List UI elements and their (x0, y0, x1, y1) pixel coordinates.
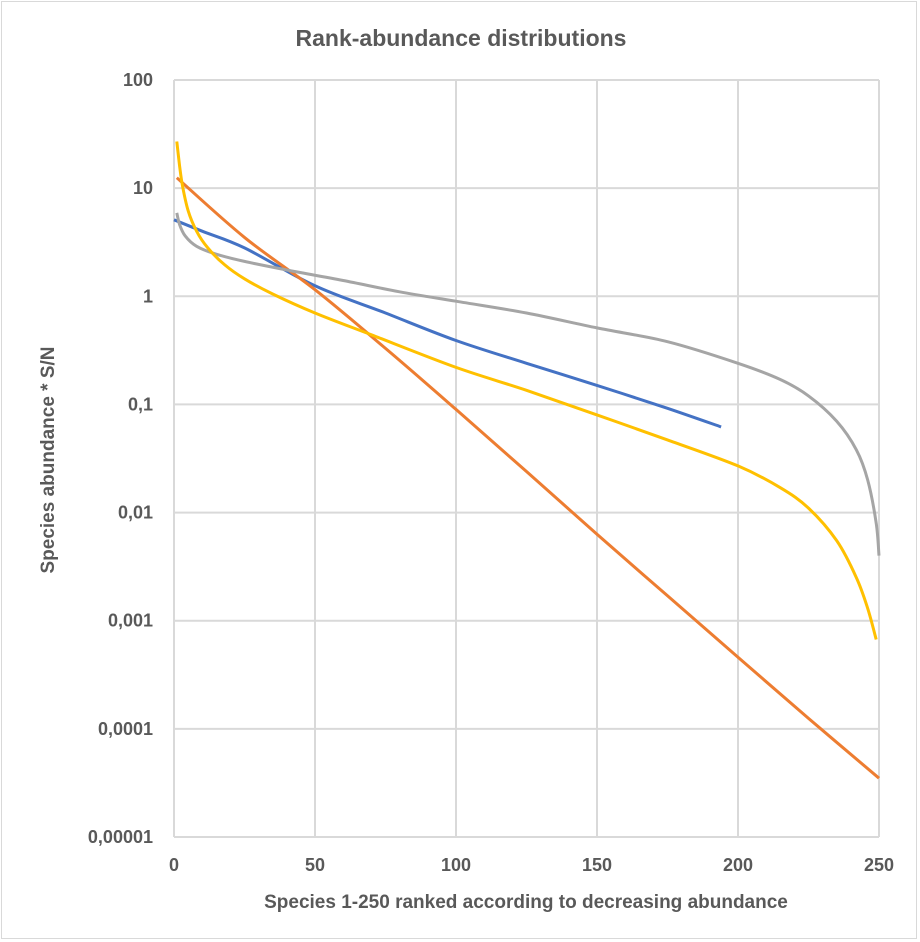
y-tick-label: 0,00001 (88, 827, 153, 847)
y-axis-label: Species abundance * S/N (38, 346, 59, 573)
x-tick-label: 150 (582, 855, 612, 875)
x-gridlines (173, 80, 880, 837)
chart-title: Rank-abundance distributions (296, 25, 627, 51)
y-tick-label: 10 (133, 178, 153, 198)
y-gridlines (174, 79, 879, 838)
series-lines (173, 141, 881, 780)
y-tick-label: 0,0001 (98, 719, 153, 739)
x-axis-label: Species 1-250 ranked according to decrea… (264, 892, 788, 913)
blue-series-line (173, 218, 722, 429)
x-tick-label: 0 (169, 855, 179, 875)
yellow-series-line (175, 141, 878, 640)
y-tick-labels: 100 10 1 0,1 0,01 0,001 0,0001 0,00001 (88, 70, 153, 847)
x-tick-label: 250 (864, 855, 894, 875)
x-tick-label: 200 (723, 855, 753, 875)
y-tick-label: 0,1 (128, 394, 153, 414)
gray-series-line (175, 212, 881, 556)
y-tick-label: 100 (123, 70, 153, 90)
y-tick-label: 0,001 (108, 611, 153, 631)
x-tick-labels: 0 50 100 150 200 250 (169, 855, 894, 875)
x-tick-label: 100 (441, 855, 471, 875)
orange-series-line (175, 176, 880, 780)
y-tick-label: 0,01 (118, 503, 153, 523)
y-tick-label: 1 (143, 286, 153, 306)
x-tick-label: 50 (305, 855, 325, 875)
